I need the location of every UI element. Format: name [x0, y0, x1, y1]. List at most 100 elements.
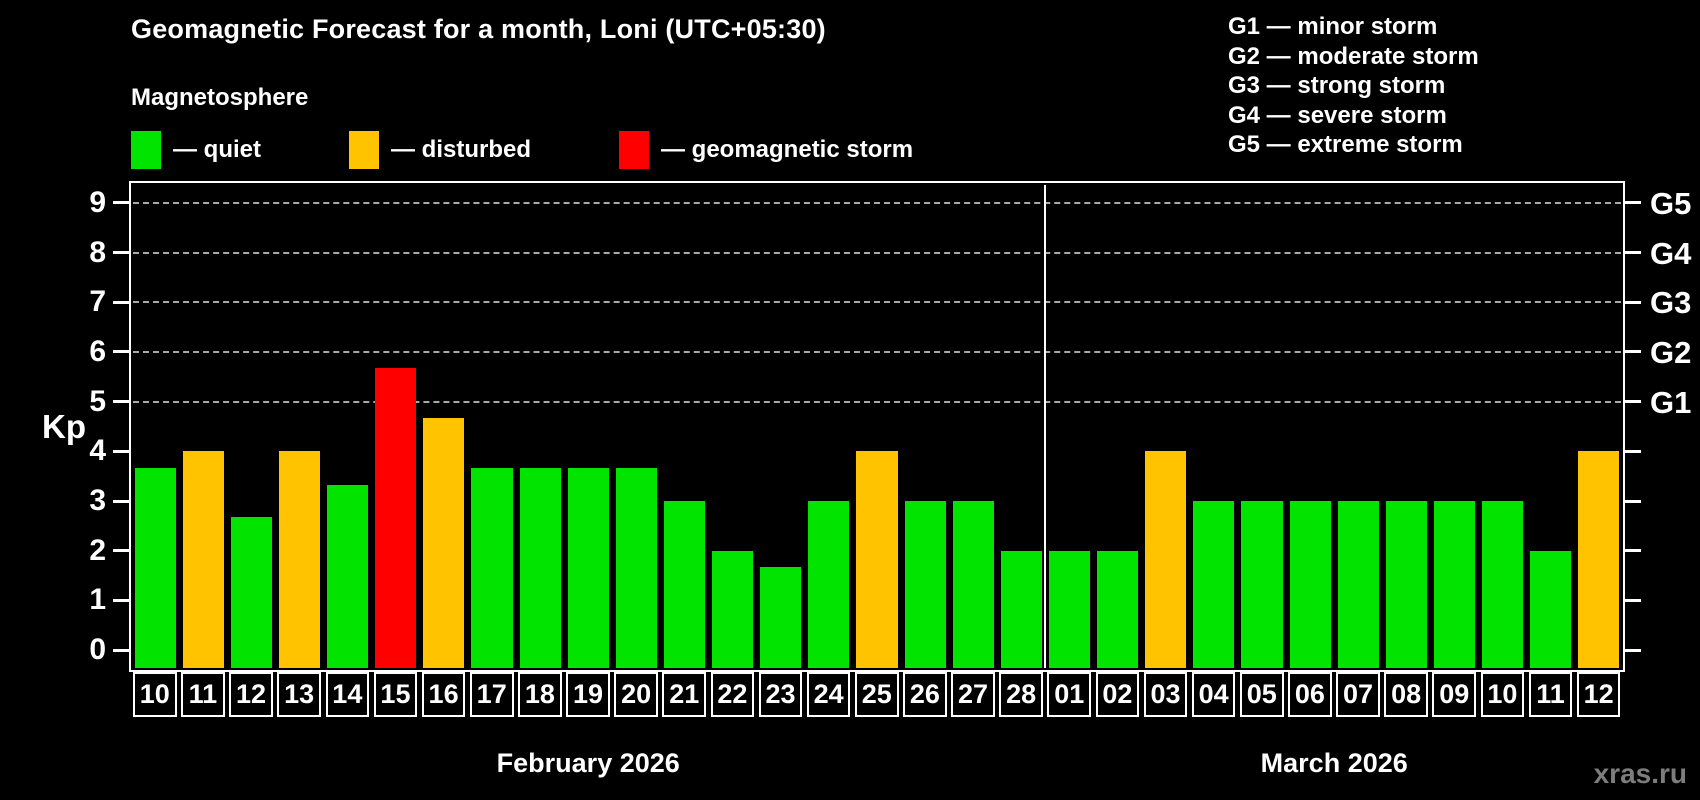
plot-area-border [129, 181, 1625, 672]
y-tick-right-2 [1623, 549, 1641, 553]
gridline-kp9 [133, 201, 1621, 204]
kp-bar-day-22 [712, 550, 754, 668]
g-level-label-G5: G5 [1650, 185, 1692, 221]
day-label: 12 [229, 672, 273, 717]
kp-bar-day-06 [1289, 501, 1331, 668]
day-label: 06 [1288, 672, 1332, 717]
kp-bar-day-10 [1482, 501, 1524, 668]
day-label: 21 [662, 672, 707, 717]
day-label: 22 [710, 672, 755, 717]
y-tick-right-5 [1623, 400, 1641, 404]
day-label: 13 [277, 672, 321, 717]
legend-label-disturbed: — disturbed [391, 136, 532, 163]
day-label: 08 [1384, 672, 1428, 717]
kp-bar-day-09 [1433, 501, 1476, 668]
status-legend: — quiet — disturbed — geomagnetic storm [131, 130, 1031, 174]
y-tick-left-4 [113, 449, 131, 453]
kp-bar-day-23 [760, 567, 802, 668]
day-label: 16 [421, 672, 466, 717]
y-tick-label-7: 7 [89, 285, 106, 319]
g-level-label-G2: G2 [1650, 334, 1692, 370]
gridline-kp5 [133, 400, 1621, 403]
y-tick-right-4 [1623, 449, 1641, 453]
day-label: 18 [518, 672, 562, 717]
kp-bar-day-26 [904, 501, 946, 668]
kp-bar-day-10 [134, 467, 176, 668]
g-level-label-G4: G4 [1650, 235, 1692, 271]
day-label: 11 [1528, 672, 1573, 717]
y-tick-label-0: 0 [89, 633, 106, 667]
kp-bar-day-01 [1048, 550, 1091, 668]
y-tick-right-8 [1623, 251, 1641, 255]
day-label: 10 [133, 672, 177, 717]
day-label: 14 [325, 672, 370, 717]
chart-subtitle: Magnetosphere [131, 84, 309, 111]
g-level-label-G3: G3 [1650, 285, 1692, 321]
y-tick-right-0 [1623, 648, 1641, 652]
g2-legend-line: G2 — moderate storm [1228, 42, 1479, 70]
kp-bar-day-19 [567, 467, 609, 668]
y-tick-left-2 [113, 549, 131, 553]
gridline-kp7 [133, 301, 1621, 304]
kp-bar-day-15 [375, 368, 417, 668]
y-tick-label-2: 2 [89, 533, 106, 567]
kp-bar-day-12 [1578, 451, 1620, 668]
kp-bar-day-11 [1530, 550, 1572, 668]
day-label: 10 [1480, 672, 1525, 717]
kp-bar-day-28 [1000, 550, 1042, 668]
day-label: 03 [1143, 672, 1188, 717]
disturbed-color-swatch [349, 131, 379, 169]
day-label: 12 [1576, 672, 1621, 717]
day-label: 07 [1336, 672, 1380, 717]
legend-item-quiet: — quiet [131, 130, 261, 170]
y-tick-left-1 [113, 598, 131, 602]
month-separator [1044, 185, 1047, 668]
day-label: 05 [1239, 672, 1284, 717]
g-level-label-G1: G1 [1650, 384, 1692, 420]
y-tick-left-5 [113, 400, 131, 404]
kp-bar-day-03 [1145, 451, 1187, 668]
day-label: 25 [854, 672, 899, 717]
month-label: February 2026 [496, 748, 680, 778]
kp-bar-day-18 [519, 467, 561, 668]
kp-bar-day-04 [1193, 501, 1235, 668]
y-tick-label-6: 6 [89, 334, 106, 368]
kp-bar-day-20 [615, 467, 657, 668]
day-label: 11 [181, 672, 225, 717]
y-tick-label-5: 5 [89, 384, 106, 418]
month-label: March 2026 [1260, 748, 1408, 778]
y-tick-label-4: 4 [89, 434, 106, 468]
day-label: 04 [1191, 672, 1236, 717]
day-label: 02 [1095, 672, 1140, 717]
watermark: xras.ru [1593, 758, 1687, 789]
day-label: 20 [614, 672, 658, 717]
g4-legend-line: G4 — severe storm [1228, 101, 1447, 129]
kp-bar-day-05 [1241, 501, 1283, 668]
y-tick-label-8: 8 [89, 235, 106, 269]
y-tick-left-6 [113, 350, 131, 354]
y-tick-right-9 [1623, 201, 1641, 205]
day-label: 23 [758, 672, 803, 717]
kp-bar-day-25 [856, 451, 898, 668]
y-tick-right-1 [1623, 598, 1641, 602]
g-scale-legend: G1 — minor storm G2 — moderate storm G3 … [1228, 12, 1479, 160]
kp-bar-day-17 [471, 467, 513, 668]
kp-bar-day-14 [327, 484, 369, 668]
y-tick-label-1: 1 [89, 583, 106, 617]
day-label: 27 [951, 672, 995, 717]
kp-bar-day-21 [663, 501, 706, 668]
g1-legend-line: G1 — minor storm [1228, 13, 1438, 40]
y-axis-label: Kp [42, 408, 86, 445]
day-label: 26 [903, 672, 947, 717]
kp-bar-day-12 [230, 517, 272, 668]
day-label: 28 [999, 672, 1043, 717]
y-tick-left-7 [113, 300, 131, 304]
day-label: 17 [469, 672, 514, 717]
day-label: 09 [1432, 672, 1477, 717]
g3-legend-line: G3 — strong storm [1228, 72, 1446, 99]
legend-label-quiet: — quiet [173, 136, 261, 163]
kp-bar-day-08 [1385, 501, 1427, 668]
kp-bar-day-02 [1097, 550, 1139, 668]
y-tick-left-0 [113, 648, 131, 652]
day-label: 19 [566, 672, 610, 717]
